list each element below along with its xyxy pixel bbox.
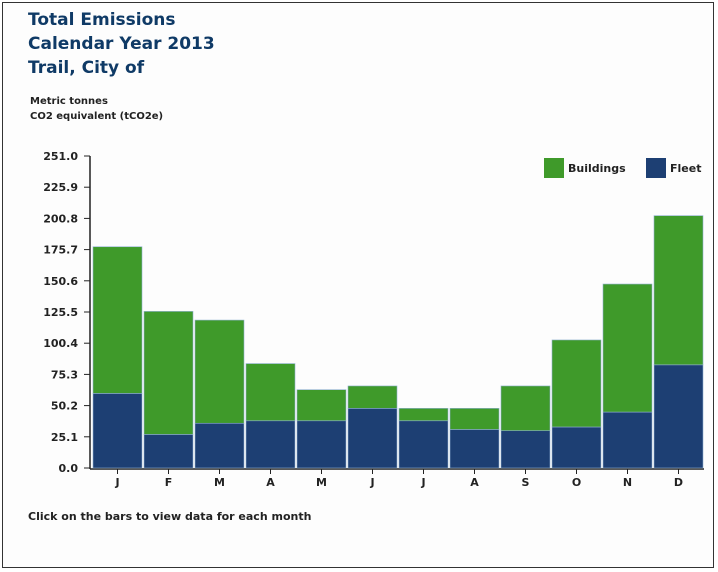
y-tick-label: 150.6 bbox=[43, 275, 78, 288]
y-tick-label: 175.7 bbox=[43, 244, 78, 257]
x-tick-label: A bbox=[266, 476, 275, 489]
x-tick-label: F bbox=[165, 476, 173, 489]
legend-fleet-label: Fleet bbox=[670, 162, 701, 175]
bar-fleet[interactable] bbox=[143, 434, 194, 469]
bar-fleet[interactable] bbox=[194, 422, 245, 469]
chart-title: Total Emissions bbox=[28, 10, 176, 30]
x-tick-label: M bbox=[316, 476, 327, 489]
x-tick-label: J bbox=[114, 476, 119, 489]
x-tick-label: S bbox=[522, 476, 530, 489]
bar-buildings[interactable] bbox=[653, 215, 704, 366]
legend-fleet-swatch bbox=[646, 158, 666, 178]
chart-subtitle-year: Calendar Year 2013 bbox=[28, 34, 215, 54]
bar-fleet[interactable] bbox=[551, 426, 602, 469]
bar-buildings[interactable] bbox=[449, 408, 500, 430]
x-tick-label: J bbox=[420, 476, 425, 489]
bar-buildings[interactable] bbox=[551, 339, 602, 428]
x-tick-label: J bbox=[369, 476, 374, 489]
bar-fleet[interactable] bbox=[398, 420, 449, 469]
y-tick-label: 25.1 bbox=[51, 431, 78, 444]
footer-note: Click on the bars to view data for each … bbox=[28, 510, 312, 523]
x-tick-label: N bbox=[623, 476, 632, 489]
y-tick-label: 125.5 bbox=[43, 306, 78, 319]
y-tick-label: 50.2 bbox=[51, 400, 78, 413]
emissions-bar-chart: 0.0 25.1 50.2 75.3 100.4 125.5 150.6 175.7 200.8… bbox=[43, 150, 704, 489]
bar-fleet[interactable] bbox=[347, 408, 398, 469]
bar-fleet[interactable] bbox=[653, 364, 704, 469]
bar-fleet[interactable] bbox=[92, 393, 143, 469]
y-axis-unit-label: Metric tonnes CO2 equivalent (tCO2e) bbox=[30, 94, 163, 124]
bar-buildings[interactable] bbox=[602, 283, 653, 413]
bar-buildings[interactable] bbox=[92, 246, 143, 394]
bar-fleet[interactable] bbox=[602, 411, 653, 469]
y-tick-label: 200.8 bbox=[43, 212, 78, 225]
unit-line-1: Metric tonnes bbox=[30, 96, 108, 107]
y-tick-label: 100.4 bbox=[43, 337, 78, 350]
bar-buildings[interactable] bbox=[245, 363, 296, 422]
x-tick-label: O bbox=[572, 476, 581, 489]
y-tick-label: 225.9 bbox=[43, 181, 78, 194]
bar-buildings[interactable] bbox=[347, 385, 398, 409]
bar-fleet[interactable] bbox=[296, 420, 347, 469]
bar-buildings[interactable] bbox=[143, 311, 194, 435]
x-tick-label: D bbox=[674, 476, 683, 489]
x-tick-label: A bbox=[470, 476, 479, 489]
bar-fleet[interactable] bbox=[449, 429, 500, 469]
legend-buildings-swatch bbox=[544, 158, 564, 178]
unit-line-2: CO2 equivalent (tCO2e) bbox=[30, 111, 164, 122]
y-tick-label: 251.0 bbox=[43, 150, 78, 163]
bar-buildings[interactable] bbox=[296, 389, 347, 422]
y-tick-label: 75.3 bbox=[51, 368, 78, 381]
x-tick-label: M bbox=[214, 476, 225, 489]
chart-subtitle-location: Trail, City of bbox=[28, 58, 145, 78]
bar-buildings[interactable] bbox=[398, 408, 449, 422]
y-tick-label: 0.0 bbox=[59, 462, 79, 475]
bar-fleet[interactable] bbox=[500, 430, 551, 469]
bar-buildings[interactable] bbox=[500, 385, 551, 432]
chart-title-block: Total Emissions Calendar Year 2013 Trail… bbox=[28, 8, 215, 80]
legend-buildings-label: Buildings bbox=[568, 162, 626, 175]
bar-buildings[interactable] bbox=[194, 319, 245, 424]
bar-fleet[interactable] bbox=[245, 420, 296, 469]
